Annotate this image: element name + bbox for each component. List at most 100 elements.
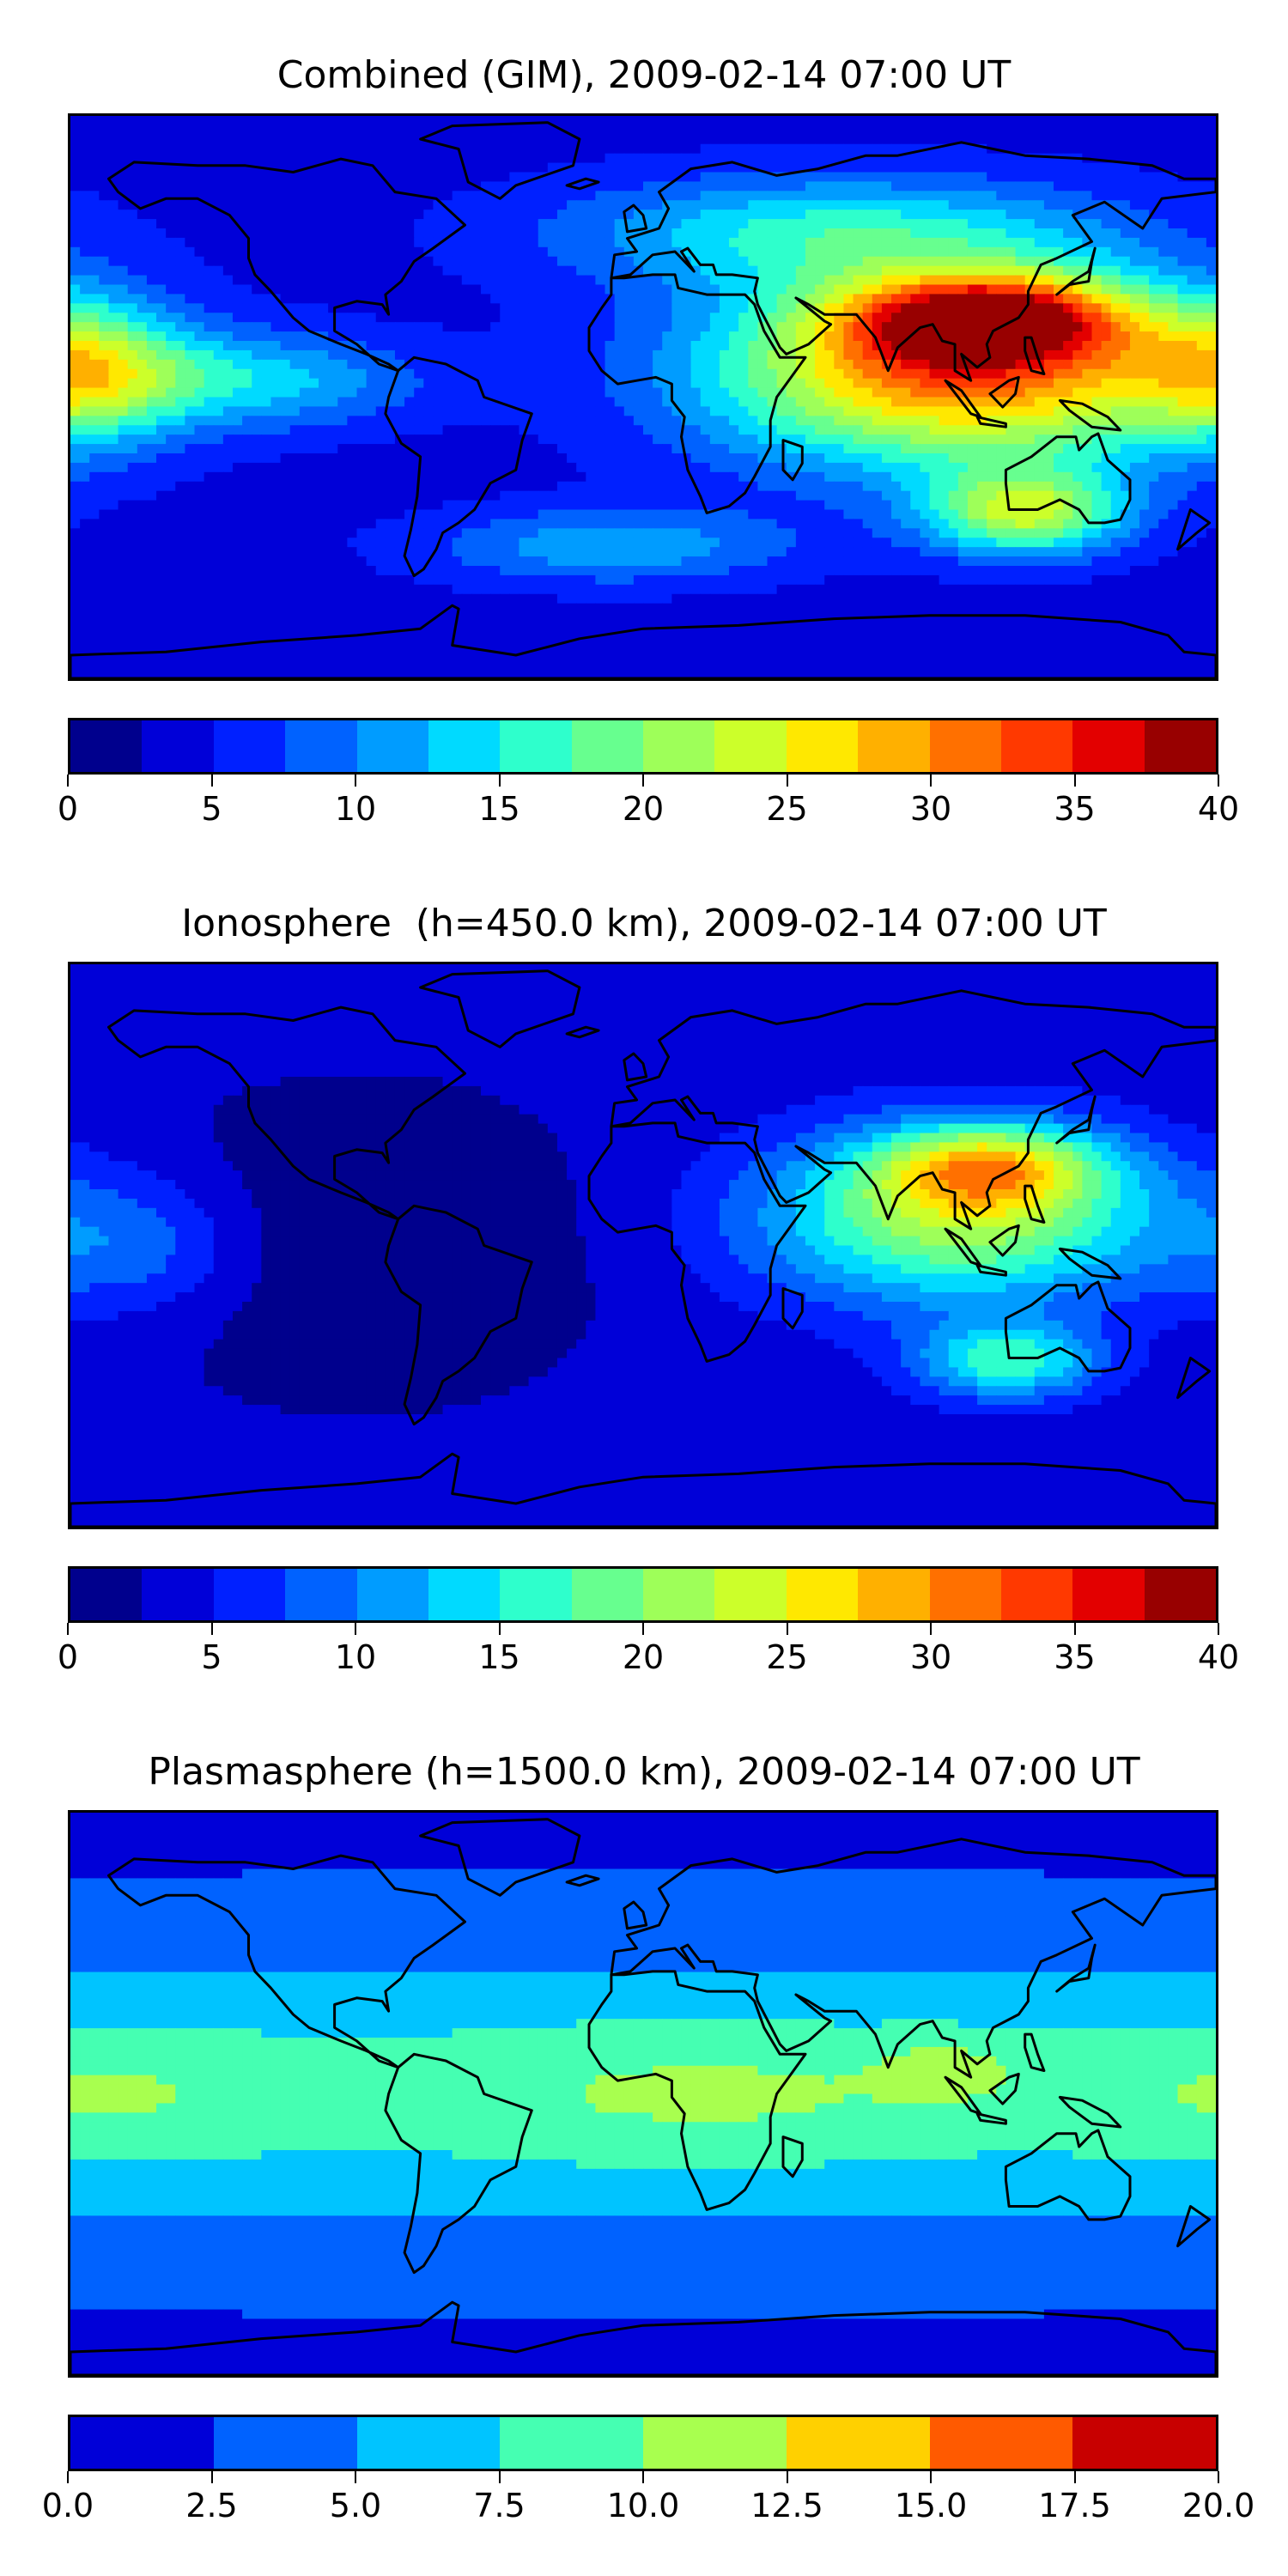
field-cell [853, 444, 864, 454]
field-cell [595, 275, 606, 286]
field-cell [1015, 368, 1026, 380]
field-cell [328, 256, 338, 267]
field-cell [1149, 116, 1159, 126]
field-cell [1206, 219, 1216, 229]
field-cell [99, 200, 110, 210]
field-cell [270, 256, 282, 267]
field-cell [1129, 378, 1140, 389]
field-cell [671, 406, 683, 416]
field-cell [1110, 294, 1121, 304]
field-cell [80, 500, 90, 511]
field-cell [1063, 387, 1073, 398]
field-cell [1177, 200, 1188, 210]
field-cell [690, 153, 702, 164]
field-cell [920, 219, 931, 229]
field-cell [920, 172, 931, 183]
field-cell [308, 462, 319, 473]
field-cell [556, 294, 568, 304]
field-cell [528, 406, 539, 416]
field-cell [328, 331, 338, 342]
field-cell [1158, 349, 1170, 361]
field-cell [843, 134, 854, 145]
field-cell [509, 219, 520, 229]
field-cell [1054, 453, 1064, 464]
field-cell [156, 378, 167, 389]
field-cell [337, 294, 348, 304]
field-cell [595, 162, 606, 173]
field-cell [623, 444, 635, 454]
field-cell [681, 425, 692, 435]
field-cell [242, 210, 252, 220]
field-cell [881, 444, 892, 454]
field-cell [939, 416, 950, 426]
field-cell [1110, 265, 1121, 276]
field-cell [948, 322, 959, 332]
field-cell [586, 256, 597, 267]
field-cell [690, 425, 702, 435]
field-cell [653, 237, 663, 248]
field-cell [795, 275, 806, 286]
field-cell [910, 313, 920, 323]
field-cell [901, 265, 911, 276]
field-cell [270, 481, 282, 492]
field-cell [805, 210, 816, 220]
field-cell [929, 284, 940, 295]
field-cell [853, 378, 864, 389]
field-cell [299, 490, 310, 501]
field-cell [967, 303, 978, 313]
field-cell [757, 425, 769, 435]
field-cell [633, 256, 644, 267]
field-cell [815, 481, 825, 492]
field-cell [834, 416, 845, 426]
field-cell [461, 349, 472, 361]
field-cell [681, 378, 692, 389]
field-cell [89, 134, 100, 145]
field-cell [1015, 116, 1026, 126]
field-cell [280, 228, 291, 239]
field-cell [623, 368, 635, 380]
field-cell [576, 219, 586, 229]
field-cell [299, 359, 310, 370]
field-cell [709, 284, 720, 295]
field-cell [681, 134, 692, 145]
field-cell [509, 416, 520, 426]
field-cell [786, 368, 797, 380]
field-cell [319, 134, 329, 145]
field-cell [1072, 275, 1083, 286]
field-cell [681, 191, 692, 201]
field-cell [700, 453, 711, 464]
field-cell [671, 303, 683, 313]
field-cell [1072, 462, 1083, 473]
field-cell [700, 275, 711, 286]
field-cell [891, 453, 902, 464]
field-cell [222, 219, 234, 229]
field-cell [490, 406, 501, 416]
field-cell [681, 471, 692, 483]
field-cell [748, 490, 758, 501]
field-cell [547, 237, 558, 248]
field-cell [1015, 341, 1026, 351]
field-cell [252, 359, 262, 370]
field-cell [108, 331, 119, 342]
field-cell [433, 425, 444, 435]
field-cell [834, 481, 845, 492]
field-cell [738, 125, 749, 136]
field-cell [519, 425, 530, 435]
field-cell [166, 153, 176, 164]
field-cell [901, 200, 911, 210]
field-cell [681, 265, 692, 276]
field-cell [375, 406, 386, 416]
field-cell [375, 341, 386, 351]
field-cell [146, 322, 157, 332]
field-cell [481, 284, 491, 295]
field-cell [872, 416, 883, 426]
field-cell [252, 219, 262, 229]
field-cell [891, 322, 902, 332]
field-cell [308, 368, 319, 380]
field-cell [576, 378, 586, 389]
field-cell [118, 294, 129, 304]
field-cell [404, 294, 415, 304]
field-cell [80, 349, 90, 361]
field-cell [1206, 444, 1216, 454]
field-cell [977, 471, 987, 483]
